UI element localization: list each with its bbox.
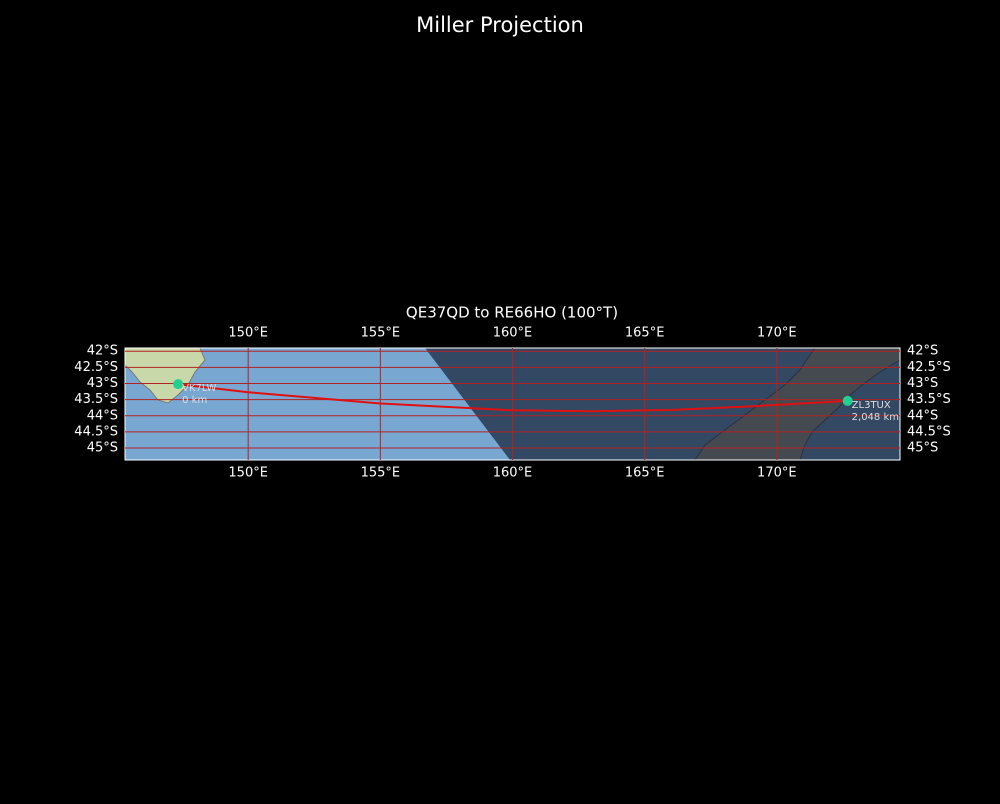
y-tick-label: 44°S [907, 408, 938, 423]
y-tick-label: 42.5°S [907, 360, 951, 375]
station-distance: 0 km [182, 395, 207, 406]
y-tick-label: 42°S [87, 344, 118, 359]
station-marker [173, 379, 184, 390]
x-tick-label: 170°E [757, 326, 797, 341]
station-distance: 2,048 km [852, 412, 899, 423]
tasmania [125, 348, 206, 404]
x-tick-label: 150°E [228, 466, 268, 481]
station-name: VK7LW [182, 383, 216, 394]
y-tick-label: 44.5°S [74, 424, 118, 439]
x-tick-label: 165°E [625, 466, 665, 481]
station-marker [842, 395, 853, 406]
title: Miller Projection [416, 13, 584, 37]
x-tick-label: 160°E [493, 466, 533, 481]
y-tick-label: 43.5°S [907, 392, 951, 407]
y-tick-label: 45°S [907, 441, 938, 456]
y-tick-label: 43°S [87, 376, 118, 391]
y-tick-label: 42.5°S [74, 360, 118, 375]
x-tick-label: 155°E [361, 466, 401, 481]
great-circle-path [178, 383, 848, 413]
y-tick-label: 44.5°S [907, 424, 951, 439]
y-tick-label: 43°S [907, 376, 938, 391]
y-tick-label: 45°S [87, 441, 118, 456]
y-tick-label: 44°S [87, 408, 118, 423]
x-tick-label: 165°E [625, 326, 665, 341]
station-name: ZL3TUX [852, 400, 891, 411]
subtitle: QE37QD to RE66HO (100°T) [406, 304, 618, 322]
x-tick-label: 155°E [361, 326, 401, 341]
x-tick-label: 170°E [757, 466, 797, 481]
y-tick-label: 43.5°S [74, 392, 118, 407]
y-tick-label: 42°S [907, 344, 938, 359]
x-tick-label: 150°E [228, 326, 268, 341]
x-tick-label: 160°E [493, 326, 533, 341]
